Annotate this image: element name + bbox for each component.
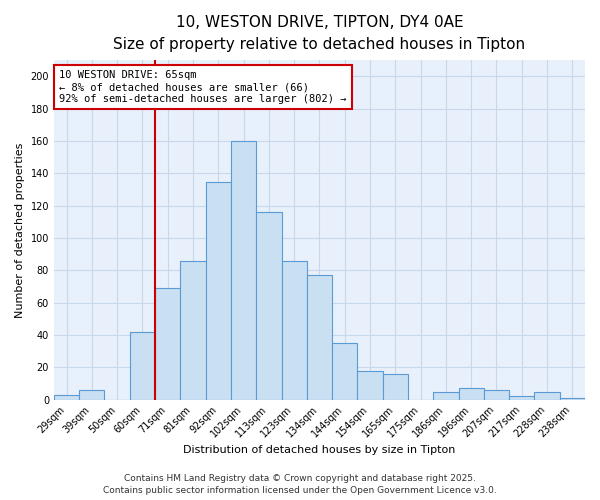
Bar xyxy=(256,212,281,400)
Bar xyxy=(206,182,231,400)
Bar xyxy=(560,398,585,400)
Y-axis label: Number of detached properties: Number of detached properties xyxy=(15,142,25,318)
Bar xyxy=(231,141,256,400)
Title: 10, WESTON DRIVE, TIPTON, DY4 0AE
Size of property relative to detached houses i: 10, WESTON DRIVE, TIPTON, DY4 0AE Size o… xyxy=(113,15,526,52)
Bar xyxy=(79,390,104,400)
Bar xyxy=(54,395,79,400)
Text: Contains HM Land Registry data © Crown copyright and database right 2025.
Contai: Contains HM Land Registry data © Crown c… xyxy=(103,474,497,495)
Text: 10 WESTON DRIVE: 65sqm
← 8% of detached houses are smaller (66)
92% of semi-deta: 10 WESTON DRIVE: 65sqm ← 8% of detached … xyxy=(59,70,347,104)
X-axis label: Distribution of detached houses by size in Tipton: Distribution of detached houses by size … xyxy=(183,445,455,455)
Bar xyxy=(281,260,307,400)
Bar xyxy=(155,288,181,400)
Bar xyxy=(458,388,484,400)
Bar xyxy=(332,343,358,400)
Bar xyxy=(433,392,458,400)
Bar xyxy=(358,370,383,400)
Bar xyxy=(509,396,535,400)
Bar xyxy=(181,260,206,400)
Bar xyxy=(130,332,155,400)
Bar xyxy=(307,275,332,400)
Bar xyxy=(383,374,408,400)
Bar xyxy=(484,390,509,400)
Bar xyxy=(535,392,560,400)
